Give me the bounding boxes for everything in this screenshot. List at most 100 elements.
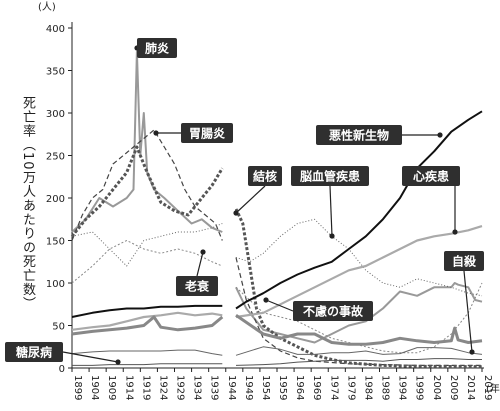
annotation-dot — [233, 210, 239, 216]
x-tick-label: 1934 — [192, 375, 203, 400]
annotation-box — [293, 301, 373, 321]
x-tick-label: 2009 — [448, 375, 459, 400]
series-line — [235, 358, 482, 366]
series-annotation: 糖尿病 — [5, 342, 121, 365]
series-line — [72, 363, 223, 366]
x-tick-label: 1999 — [414, 375, 425, 400]
series-line — [71, 129, 223, 241]
series-annotation: 老衰 — [176, 249, 218, 296]
annotation-label: 心疾患 — [413, 169, 449, 184]
y-tick-label: 300 — [46, 109, 65, 120]
annotation-dot — [329, 233, 335, 239]
annotation-label: 不慮の事故 — [303, 304, 364, 319]
annotation-label: 肺炎 — [145, 41, 169, 56]
y-tick-label: 0 — [59, 364, 65, 375]
annotation-dot — [200, 249, 206, 255]
series-line — [71, 50, 223, 233]
series-line — [235, 225, 483, 319]
annotation-leader — [463, 270, 473, 353]
x-tick-label: 1989 — [380, 375, 391, 400]
annotation-leader — [196, 251, 204, 277]
annotation-box — [248, 166, 282, 186]
x-tick-label: 1899 — [72, 375, 83, 400]
annotation-label: 糖尿病 — [16, 345, 52, 360]
y-tick-label: 200 — [46, 194, 65, 205]
annotation-box — [176, 276, 218, 296]
series-line — [71, 223, 223, 267]
annotation-dot — [437, 132, 443, 138]
x-tick-label: 1919 — [140, 375, 151, 400]
annotation-box — [137, 38, 177, 58]
series-line — [71, 349, 223, 356]
x-tick-label: 1994 — [397, 375, 408, 400]
y-axis-title: 死亡率（10万人あたりの死亡数） — [20, 96, 35, 311]
x-tick-label: 1964 — [294, 375, 305, 400]
annotation-label: 結核 — [253, 169, 277, 184]
x-tick-label: 1909 — [106, 375, 117, 400]
y-tick-label: 250 — [46, 152, 65, 163]
chart-axes: 0 50 100 150 200 250 300 350 400 1899 1904 1909 1914… — [46, 22, 493, 400]
series-line — [71, 315, 224, 336]
x-tick-label: 1954 — [260, 375, 271, 400]
series-annotation: 結核 — [233, 166, 282, 216]
series-line — [235, 218, 483, 297]
x-tick-label: 2004 — [431, 375, 442, 400]
annotation-label: 自殺 — [452, 254, 477, 269]
x-tick-label: 1959 — [277, 375, 288, 400]
y-unit-label: (人) — [38, 1, 56, 13]
annotation-label: 老衰 — [185, 279, 210, 294]
x-tick-label: 1944 — [226, 375, 237, 400]
annotation-box — [291, 166, 369, 186]
annotation-box — [316, 125, 402, 145]
series-line — [235, 282, 483, 354]
series-line — [71, 304, 223, 318]
x-tick-label: 1969 — [311, 375, 322, 400]
series-annotation: 自殺 — [444, 251, 484, 355]
annotation-box — [402, 166, 460, 186]
series-line — [235, 346, 483, 356]
annotation-dot — [263, 297, 269, 303]
series-line — [235, 314, 483, 346]
x-tick-label: 1939 — [209, 375, 220, 400]
series-annotation: 脳血管疾患 — [291, 166, 369, 239]
data-gap — [226, 28, 235, 367]
series-line — [235, 110, 483, 310]
series-line — [234, 208, 483, 369]
annotation-dot — [469, 349, 475, 355]
annotation-label: 胃腸炎 — [189, 126, 225, 141]
x-tick-label: 2014 — [465, 375, 476, 400]
x-tick-label: 1929 — [175, 375, 186, 400]
x-tick-label: 1949 — [243, 375, 254, 400]
annotation-box — [181, 123, 233, 143]
y-tick-label: 150 — [46, 237, 65, 248]
series-annotation: 胃腸炎 — [153, 123, 233, 143]
series-annotation: 不慮の事故 — [263, 297, 373, 321]
y-tick-label: 400 — [46, 24, 65, 35]
series-annotation: 心疾患 — [402, 166, 460, 235]
series-line — [71, 311, 223, 331]
x-tick-label: 2019 — [482, 375, 493, 400]
annotation-leader — [62, 351, 119, 363]
x-unit-label: (年) — [486, 382, 500, 395]
series-annotation: 肺炎 — [134, 38, 177, 58]
x-tick-label: 1979 — [345, 375, 356, 400]
annotation-label: 悪性新生物 — [329, 128, 389, 143]
y-tick-label: 350 — [46, 67, 65, 78]
annotation-box — [444, 251, 484, 271]
x-tick-label: 1984 — [362, 375, 373, 400]
annotation-leader — [265, 299, 294, 312]
x-tick-label: 1904 — [89, 375, 100, 400]
chart-series — [70, 28, 483, 369]
y-tick-label: 50 — [52, 322, 65, 333]
annotation-dot — [452, 229, 458, 235]
x-tick-label: 1924 — [157, 375, 168, 400]
x-tick-label: 1914 — [123, 375, 134, 400]
annotation-leader — [329, 185, 333, 237]
series-line — [235, 282, 483, 344]
series-annotation: 悪性新生物 — [316, 125, 443, 145]
annotation-label: 脳血管疾患 — [300, 169, 360, 184]
series-line — [71, 240, 223, 284]
annotation-dot — [115, 359, 121, 365]
